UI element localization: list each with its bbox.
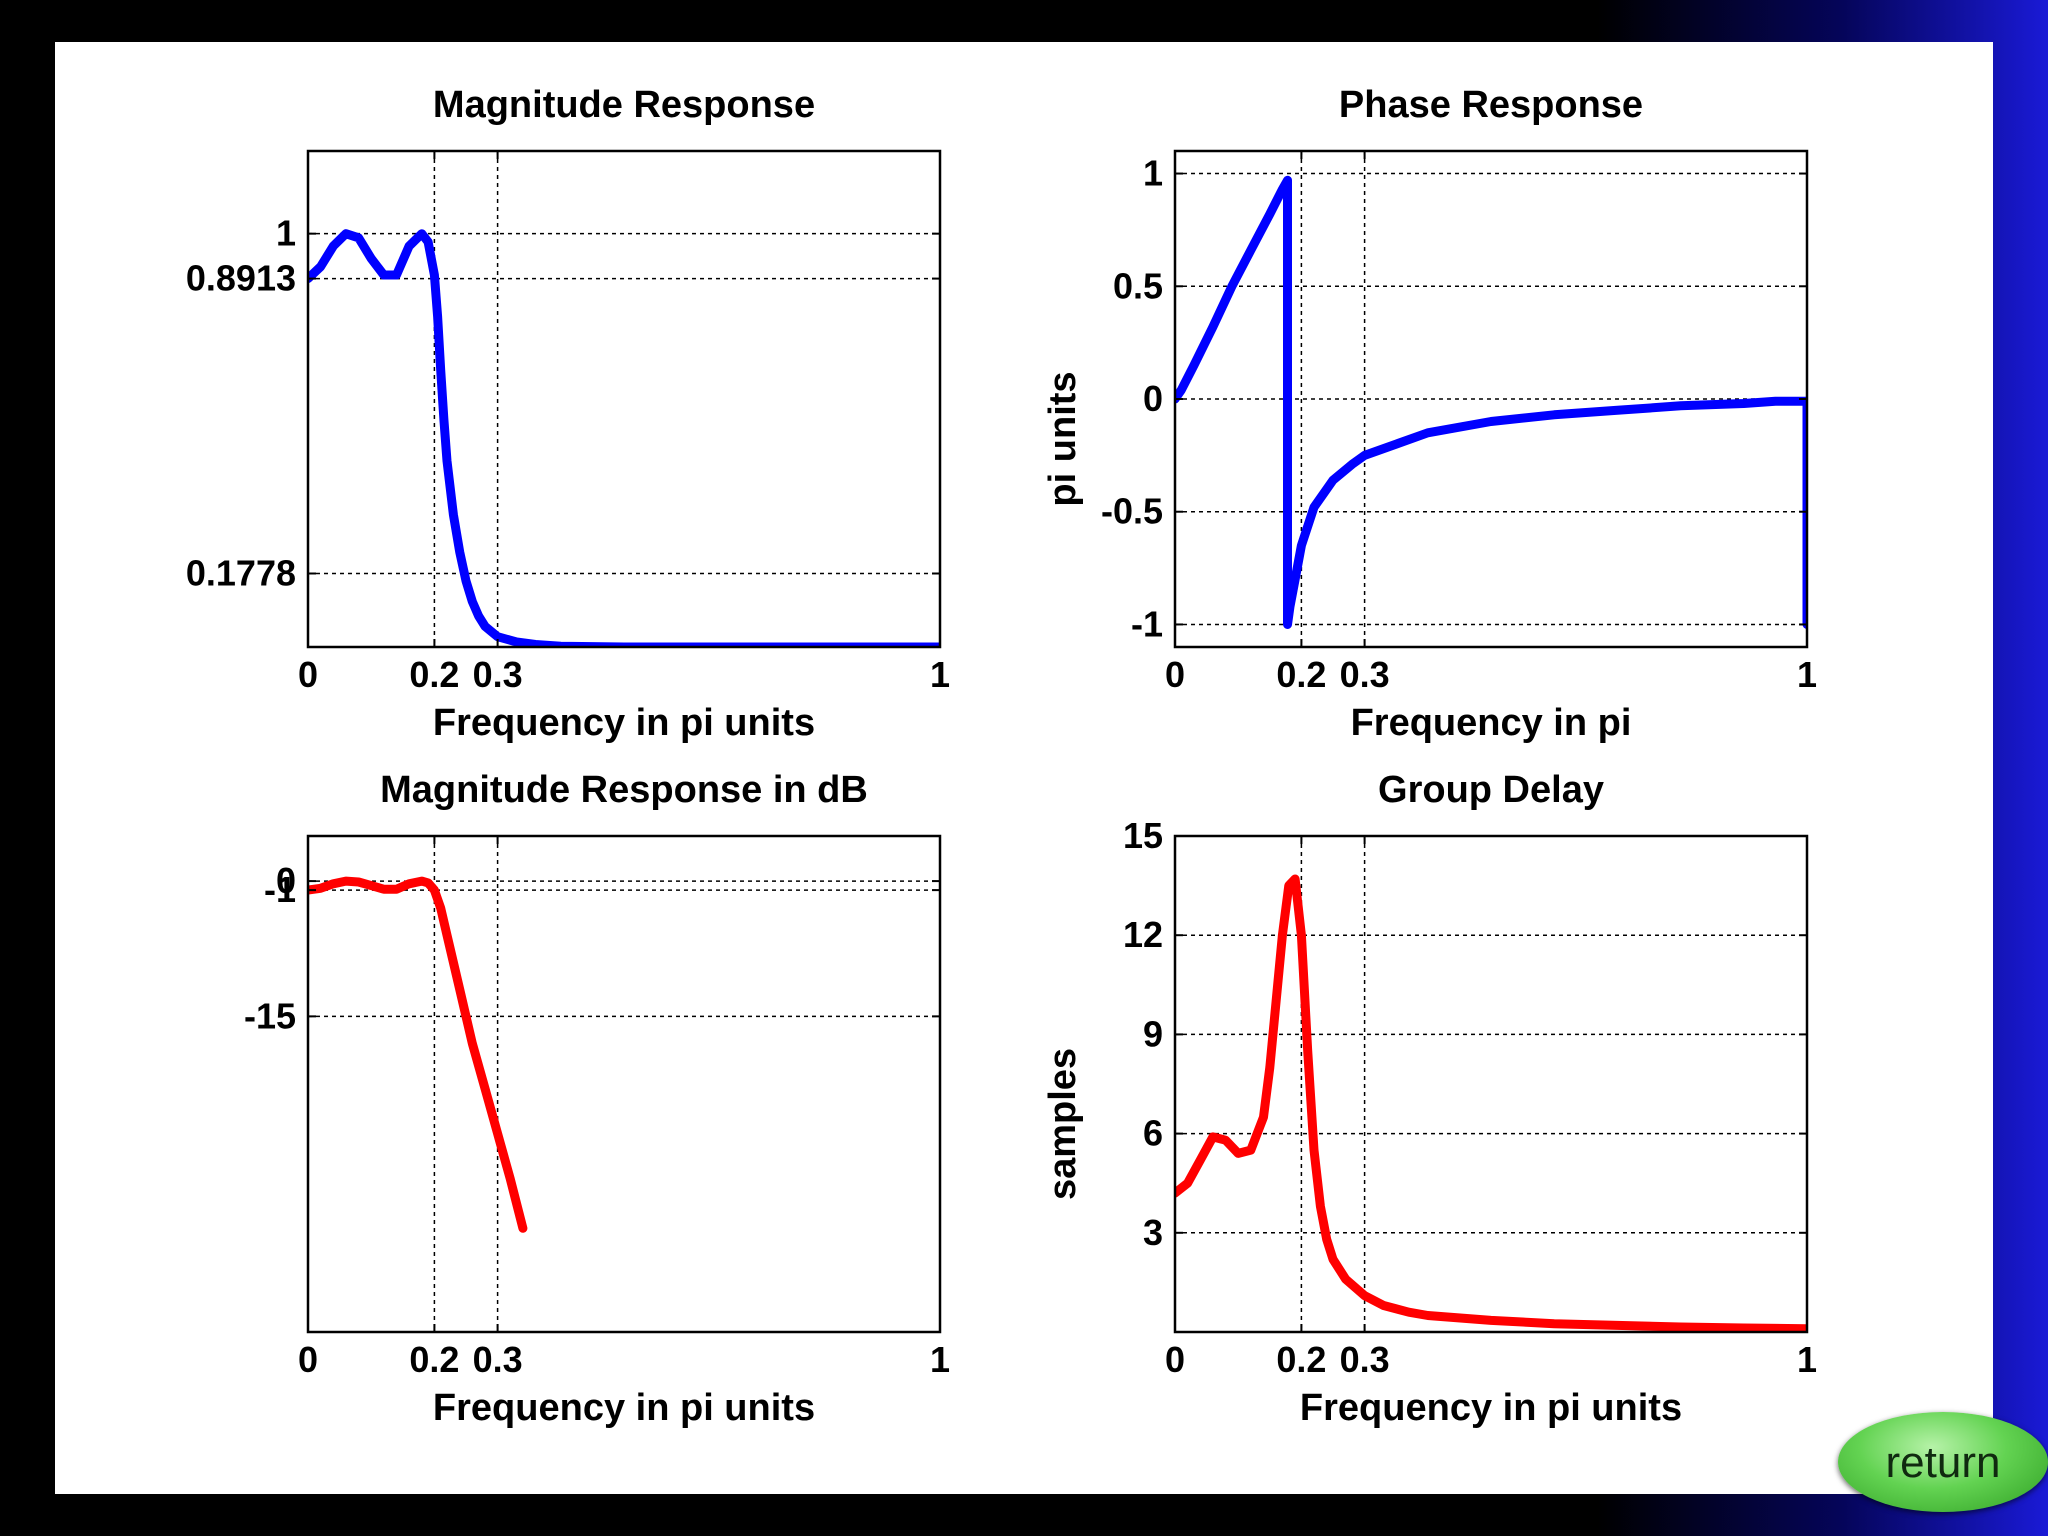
group-delay-x-tick-label: 0.3 bbox=[1340, 1339, 1390, 1380]
magnitude-db-series-line bbox=[308, 876, 528, 1233]
phase-y-label: pi units bbox=[1042, 371, 1084, 506]
phase-x-label: Frequency in pi bbox=[1351, 702, 1632, 744]
magnitude-series-line bbox=[308, 229, 940, 647]
magnitude-y-tick-label: 1 bbox=[276, 213, 296, 254]
magnitude-db-x-tick-label: 0.2 bbox=[409, 1339, 459, 1380]
return-button[interactable]: return bbox=[1838, 1412, 2048, 1512]
magnitude-x-tick-label: 0 bbox=[298, 654, 318, 695]
magnitude-db-y-tick-label: -15 bbox=[244, 995, 296, 1036]
magnitude-db-x-tick-label: 0 bbox=[298, 1339, 318, 1380]
group-delay-title: Group Delay bbox=[1378, 769, 1604, 811]
magnitude-db-title: Magnitude Response in dB bbox=[380, 769, 868, 811]
magnitude-x-label: Frequency in pi units bbox=[433, 702, 815, 744]
magnitude-db-y-tick-label: 0 bbox=[276, 860, 296, 901]
phase-y-tick-label: 0.5 bbox=[1113, 265, 1163, 306]
magnitude-y-tick-label: 0.1778 bbox=[186, 553, 296, 594]
phase-chart: 0 0.2 0.3 1 -1 -0.5 0 0.5 1 Phase Response Frequen… bbox=[1042, 84, 1817, 744]
magnitude-y-tick-label: 0.8913 bbox=[186, 258, 296, 299]
magnitude-title: Magnitude Response bbox=[433, 84, 815, 126]
group-delay-y-tick-label: 12 bbox=[1123, 914, 1163, 955]
magnitude-x-tick-label: 0.3 bbox=[473, 654, 523, 695]
group-delay-chart: 0 0.2 0.3 1 3 6 9 12 15 Group Delay Frequency in p… bbox=[1042, 769, 1817, 1429]
magnitude-db-x-label: Frequency in pi units bbox=[433, 1387, 815, 1429]
group-delay-series-line bbox=[1175, 874, 1807, 1332]
phase-y-tick-label: 0 bbox=[1143, 378, 1163, 419]
magnitude-x-tick-label: 0.2 bbox=[409, 654, 459, 695]
magnitude-db-axes-box bbox=[306, 834, 942, 1334]
phase-title: Phase Response bbox=[1339, 84, 1643, 126]
return-button-label: return bbox=[1885, 1438, 2001, 1487]
group-delay-axes-box bbox=[1173, 834, 1809, 1334]
magnitude-db-x-tick-label: 1 bbox=[930, 1339, 950, 1380]
phase-x-tick-label: 1 bbox=[1797, 654, 1817, 695]
group-delay-x-tick-label: 0.2 bbox=[1276, 1339, 1326, 1380]
phase-x-tick-label: 0 bbox=[1165, 654, 1185, 695]
group-delay-y-tick-label: 15 bbox=[1123, 815, 1163, 856]
figure-slide: 0 0.2 0.3 1 0.1778 0.8913 1 Magnitude Response F… bbox=[55, 42, 1993, 1494]
magnitude-db-y-tick-label: -1 bbox=[264, 869, 296, 910]
group-delay-y-tick-label: 9 bbox=[1143, 1013, 1163, 1054]
phase-x-tick-label: 0.2 bbox=[1276, 654, 1326, 695]
magnitude-db-x-tick-label: 0.3 bbox=[473, 1339, 523, 1380]
group-delay-y-label: samples bbox=[1042, 1048, 1084, 1200]
group-delay-y-tick-label: 3 bbox=[1143, 1212, 1163, 1253]
magnitude-axes-box bbox=[306, 149, 942, 649]
phase-y-tick-label: -1 bbox=[1131, 603, 1163, 644]
phase-y-tick-label: 1 bbox=[1143, 153, 1163, 194]
phase-y-tick-label: -0.5 bbox=[1101, 491, 1163, 532]
group-delay-x-tick-label: 1 bbox=[1797, 1339, 1817, 1380]
phase-x-tick-label: 0.3 bbox=[1340, 654, 1390, 695]
phase-series-line bbox=[1175, 175, 1807, 629]
group-delay-y-tick-label: 6 bbox=[1143, 1113, 1163, 1154]
group-delay-x-tick-label: 0 bbox=[1165, 1339, 1185, 1380]
group-delay-x-label: Frequency in pi units bbox=[1300, 1387, 1682, 1429]
magnitude-x-tick-label: 1 bbox=[930, 654, 950, 695]
